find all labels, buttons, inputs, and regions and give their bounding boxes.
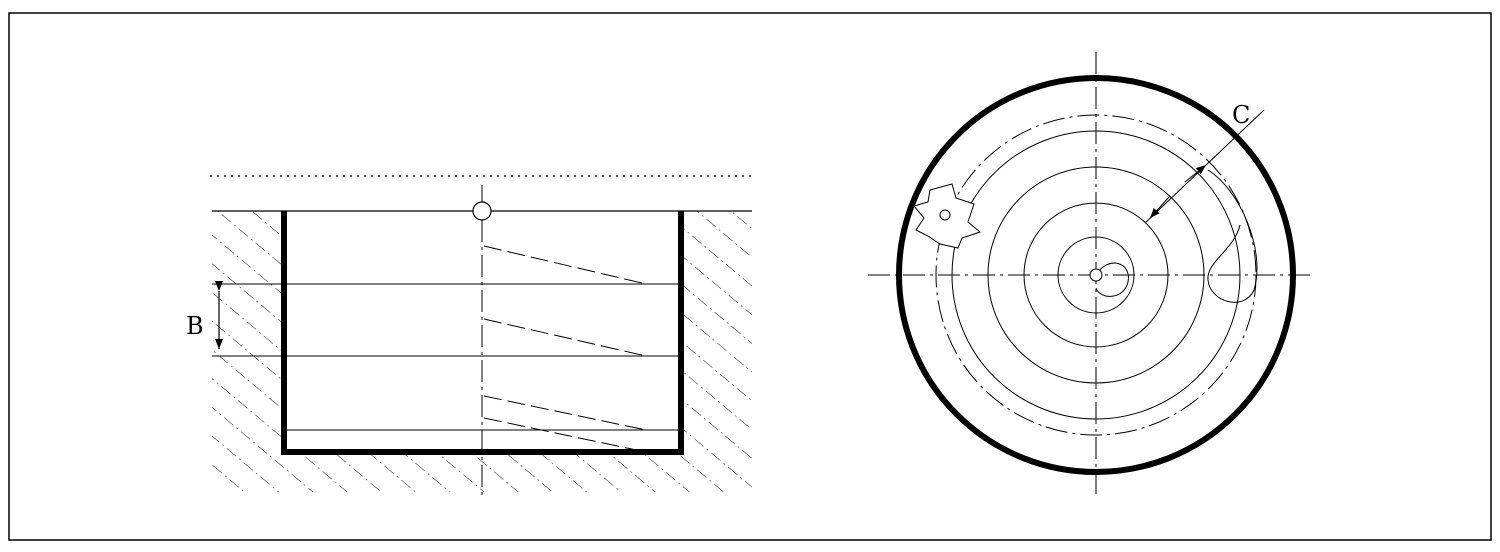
dimension-c-arrow-in [1149,195,1171,219]
figure-frame [8,12,1492,541]
helical-tool-path [483,245,647,453]
material-hatching [212,211,752,492]
dimension-c-arrow-out [1184,164,1207,183]
start-point-marker [472,201,492,221]
pocket-section-view: B [186,175,755,498]
label-c: C [1232,101,1250,129]
center-point-marker [1089,268,1103,282]
cutter-icon [913,183,982,249]
label-b: B [186,312,204,340]
pocket-top-view: C [868,52,1312,498]
